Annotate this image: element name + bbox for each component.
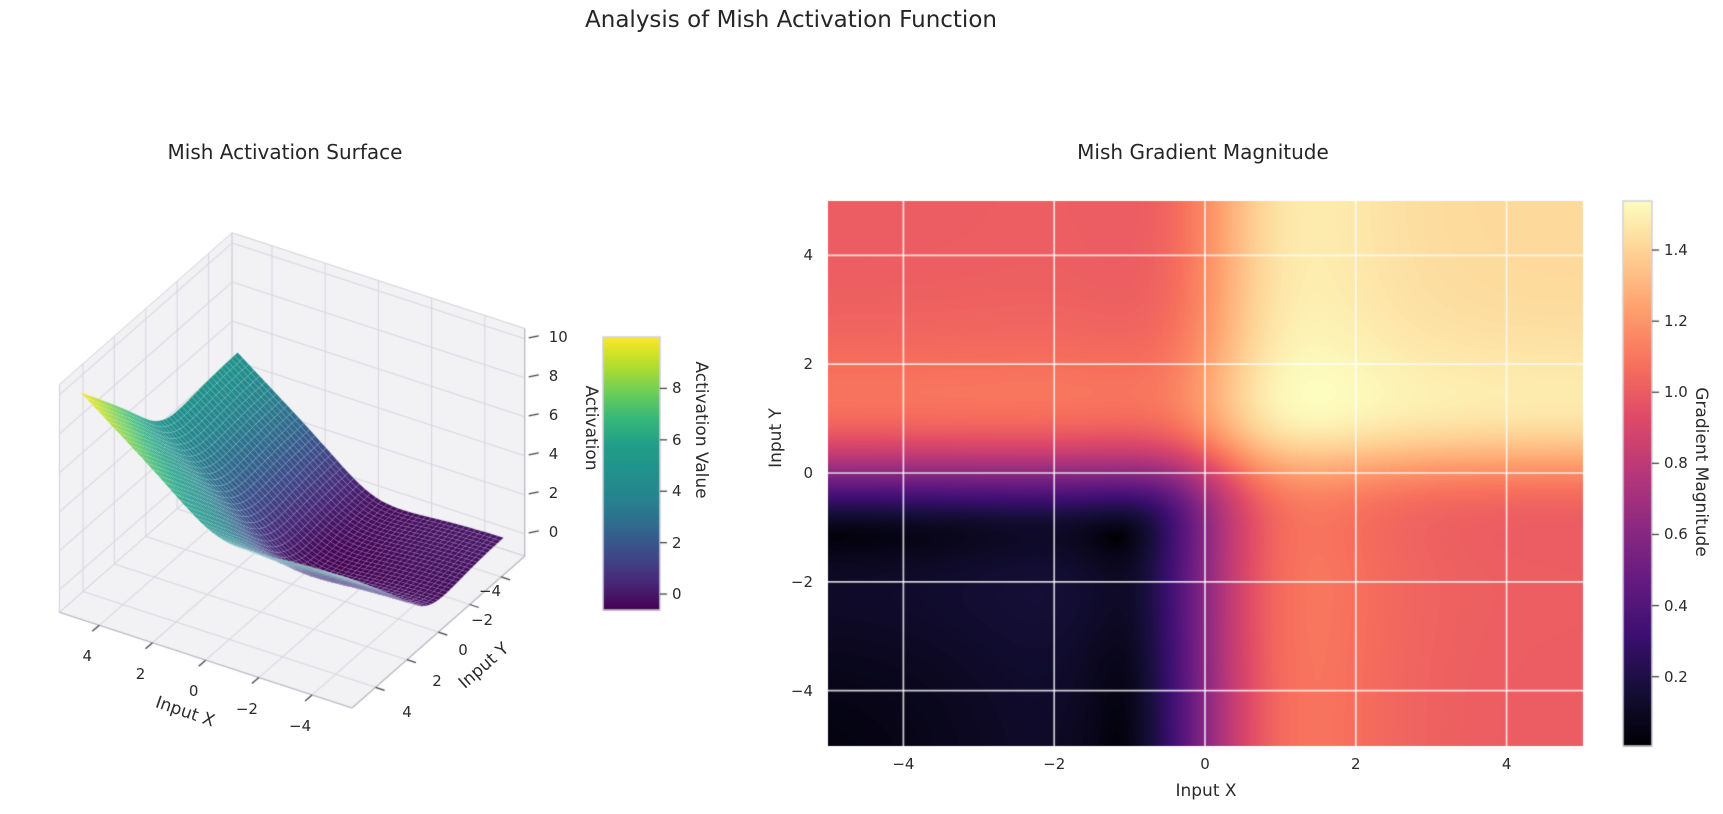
surface-xtick-label: −4 [289,716,312,735]
heatmap-ytick-label: 2 [803,355,813,374]
heatmap-colorbar-tick-label: 1.4 [1664,241,1688,260]
surface-ytick-label: −2 [470,611,494,629]
surface-ytick-label: 4 [402,703,412,721]
heatmap-colorbar-tick-label: 0.2 [1664,667,1688,686]
surface-colorbar-tick-label: 6 [672,430,682,449]
surface-ztick-label: 4 [548,444,559,463]
surface-xtick-label: 2 [135,664,146,683]
heatmap-xtick-label: 0 [1200,755,1210,773]
surface-ztick-label: 0 [548,522,559,541]
surface-zaxis-label: Activation [581,385,601,471]
heatmap-colorbar-tick-label: 0.8 [1664,454,1688,473]
surface-ztick-label: 2 [548,483,559,502]
heatmap-ytick-label: 0 [803,464,813,482]
surface-xtick-label: 4 [82,647,93,666]
heatmap-yaxis-label: Input Y [766,408,786,468]
surface-ytick-label: −4 [478,582,502,600]
heatmap-xtick-label: 2 [1351,755,1361,773]
heatmap-colorbar-tick-label: 1.0 [1664,383,1688,402]
heatmap-ytick-label: −4 [790,681,813,700]
surface-colorbar-tick-label: 4 [672,482,682,501]
surface-ytick-label: 2 [432,672,442,690]
surface-colorbar-tick-label: 8 [672,379,682,398]
heatmap-xtick-label: −2 [1043,755,1066,773]
surface-colorbar-tick-label: 2 [672,533,682,552]
heatmap-colorbar-tick-label: 0.6 [1664,525,1688,544]
heatmap-xaxis-label: Input X [1175,781,1237,801]
surface-ytick-label: 0 [458,641,468,659]
heatmap-ytick-label: −2 [790,572,813,591]
heatmap-ytick-label: 4 [803,246,813,265]
heatmap-colorbar-tick-label: 0.4 [1664,596,1688,615]
surface-ztick-label: 10 [548,327,568,346]
surface-ztick-label: 8 [548,366,559,385]
surface-plot-title: Mish Activation Surface [167,140,403,164]
heatmap-colorbar-tick-label: 1.2 [1664,312,1688,331]
heatmap-colorbar-label: Gradient Magnitude [1691,387,1711,557]
surface-colorbar-label: Activation Value [691,361,711,499]
heatmap-title: Mish Gradient Magnitude [1077,140,1329,164]
surface-xtick-label: 0 [188,682,199,701]
surface-xtick-label: −2 [235,699,258,718]
surface-colorbar-tick-label: 0 [672,585,682,604]
surface-ztick-label: 6 [548,405,559,424]
heatmap-xtick-label: −4 [892,755,915,773]
figure-title: Analysis of Mish Activation Function [585,7,997,33]
heatmap-xtick-label: 4 [1501,755,1512,773]
